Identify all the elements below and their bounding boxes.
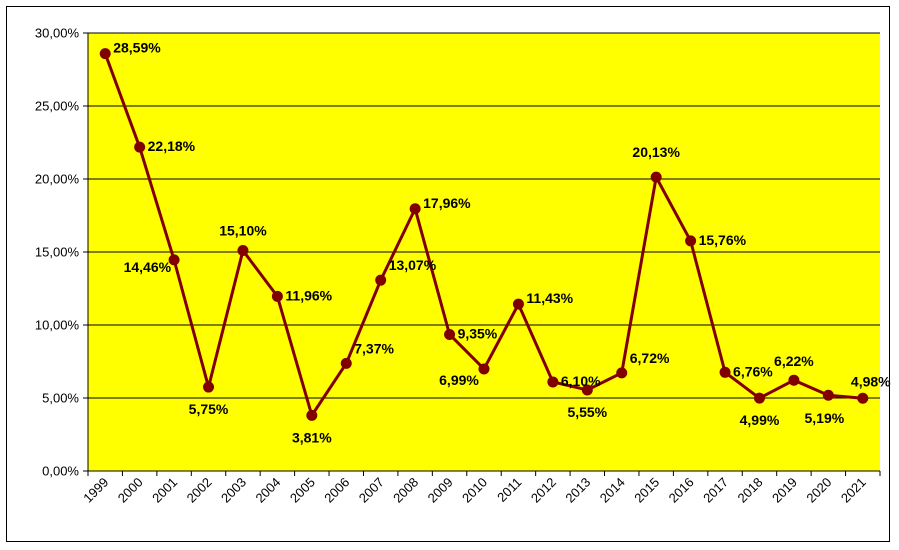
x-tick-label: 2006 [321,475,352,506]
data-point [581,384,593,396]
data-label: 6,99% [439,372,479,388]
data-point [444,328,456,340]
data-point [375,274,387,286]
data-label: 4,99% [740,412,780,428]
x-tick-label: 2017 [700,475,731,506]
data-label: 5,55% [567,404,607,420]
data-point [478,363,490,375]
data-point [650,171,662,183]
x-tick-label: 2003 [218,475,249,506]
y-tick-label: 10,00% [35,318,80,333]
data-point [203,381,215,393]
data-point [857,392,869,404]
data-label: 6,72% [630,350,670,366]
y-tick-label: 30,00% [35,26,80,41]
data-label: 3,81% [292,429,332,445]
x-tick-label: 2009 [425,475,456,506]
data-label: 22,18% [148,138,196,154]
data-point [237,245,249,257]
data-label: 15,76% [699,232,747,248]
x-tick-label: 2015 [631,475,662,506]
data-label: 17,96% [423,195,471,211]
x-tick-label: 2020 [803,475,834,506]
data-label: 4,98% [851,373,891,389]
x-tick-label: 2019 [769,475,800,506]
data-point [409,203,421,215]
x-tick-label: 2018 [735,475,766,506]
y-tick-label: 5,00% [42,391,79,406]
data-label: 5,75% [189,401,229,417]
y-tick-label: 20,00% [35,172,80,187]
x-tick-label: 2014 [597,475,628,506]
data-label: 7,37% [354,340,394,356]
data-label: 28,59% [113,40,161,56]
y-tick-label: 0,00% [42,464,79,479]
data-point [271,290,283,302]
x-tick-label: 2021 [838,475,869,506]
data-point [822,389,834,401]
x-tick-label: 2004 [252,475,283,506]
data-label: 11,43% [526,290,573,306]
x-tick-label: 2000 [115,475,146,506]
data-label: 20,13% [632,144,680,160]
data-label: 13,07% [389,257,437,273]
x-tick-label: 2008 [390,475,421,506]
data-point [685,235,697,247]
data-label: 6,22% [774,353,814,369]
x-tick-label: 2002 [184,475,215,506]
x-tick-label: 2010 [459,475,490,506]
data-label: 15,10% [219,223,267,239]
data-point [547,376,559,388]
data-label: 14,46% [124,259,172,275]
data-point [99,48,111,60]
x-tick-label: 2012 [528,475,559,506]
data-label: 6,76% [733,363,773,379]
data-point [306,409,318,421]
data-label: 11,96% [285,287,332,303]
data-point [134,141,146,153]
x-tick-label: 2001 [149,475,180,506]
data-point [168,254,180,266]
data-point [753,392,765,404]
x-tick-label: 1999 [80,475,111,506]
data-point [719,366,731,378]
x-tick-label: 2007 [356,475,387,506]
x-tick-label: 2005 [287,475,318,506]
data-label: 5,19% [804,410,844,426]
x-tick-label: 2013 [562,475,593,506]
x-tick-label: 2016 [666,475,697,506]
data-label: 9,35% [458,325,498,341]
y-tick-label: 15,00% [35,245,80,260]
data-point [616,367,628,379]
data-point [340,357,352,369]
data-label: 6,10% [561,373,601,389]
y-tick-label: 25,00% [35,99,80,114]
data-point [512,298,524,310]
x-tick-label: 2011 [494,475,524,505]
data-point [788,374,800,386]
